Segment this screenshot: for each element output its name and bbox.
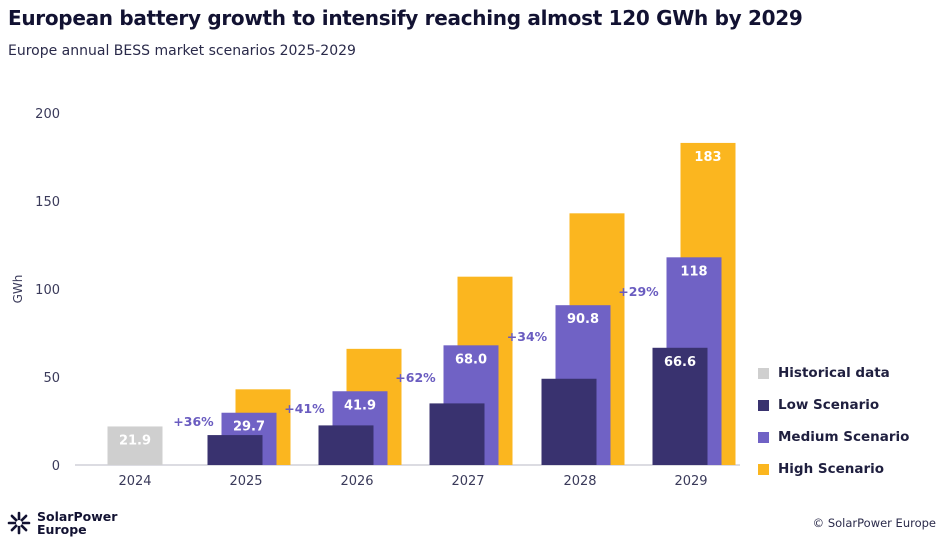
data-label: 90.8 (567, 312, 599, 327)
legend: Historical data Low Scenario Medium Scen… (758, 357, 909, 485)
y-tick-label: 100 (35, 283, 60, 298)
legend-label-historical: Historical data (778, 365, 890, 381)
y-tick-label: 200 (35, 107, 60, 122)
x-tick-label: 2028 (563, 474, 596, 489)
copyright-notice: © SolarPower Europe (812, 516, 936, 530)
growth-label: +62% (395, 370, 436, 385)
legend-swatch-high (758, 463, 769, 475)
legend-swatch-historical (758, 367, 769, 379)
y-axis-title: GWh (11, 275, 25, 304)
data-label: 183 (694, 150, 721, 165)
legend-swatch-low (758, 399, 769, 411)
y-tick-label: 50 (43, 371, 60, 386)
legend-label-high: High Scenario (778, 461, 885, 477)
data-label: 68.0 (455, 352, 487, 367)
x-tick-label: 2024 (118, 474, 151, 489)
bar-low (652, 347, 708, 465)
sun-burst-icon (7, 511, 31, 535)
data-label: 21.9 (119, 433, 151, 448)
bar-historical (107, 426, 163, 465)
y-tick-label: 0 (52, 459, 60, 474)
legend-item-low: Low Scenario (758, 389, 909, 421)
data-label: 41.9 (344, 398, 376, 413)
bar-low (207, 435, 263, 465)
brand-name-line2: Europe (37, 522, 87, 537)
data-label: 118 (680, 264, 707, 279)
legend-label-low: Low Scenario (778, 397, 880, 413)
legend-swatch-medium (758, 431, 769, 443)
x-tick-label: 2025 (229, 474, 262, 489)
growth-label: +36% (173, 414, 214, 429)
legend-item-medium: Medium Scenario (758, 421, 909, 453)
bar-low (318, 425, 374, 465)
x-tick-label: 2026 (340, 474, 373, 489)
growth-label: +29% (618, 284, 659, 299)
bar-low (429, 403, 485, 465)
chart-title: European battery growth to intensify rea… (8, 6, 803, 30)
brand-logo: SolarPower Europe (6, 510, 117, 536)
y-tick-label: 150 (35, 195, 60, 210)
legend-item-historical: Historical data (758, 357, 909, 389)
legend-item-high: High Scenario (758, 453, 909, 485)
x-tick-label: 2029 (674, 474, 707, 489)
chart-subtitle: Europe annual BESS market scenarios 2025… (8, 43, 356, 59)
growth-label: +41% (284, 401, 325, 416)
legend-label-medium: Medium Scenario (778, 429, 910, 445)
brand-name-line1: SolarPower (37, 509, 118, 524)
data-label: 29.7 (233, 420, 265, 435)
x-tick-label: 2027 (451, 474, 484, 489)
data-label: 66.6 (664, 355, 696, 370)
growth-label: +34% (507, 329, 548, 344)
bar-low (541, 378, 597, 465)
